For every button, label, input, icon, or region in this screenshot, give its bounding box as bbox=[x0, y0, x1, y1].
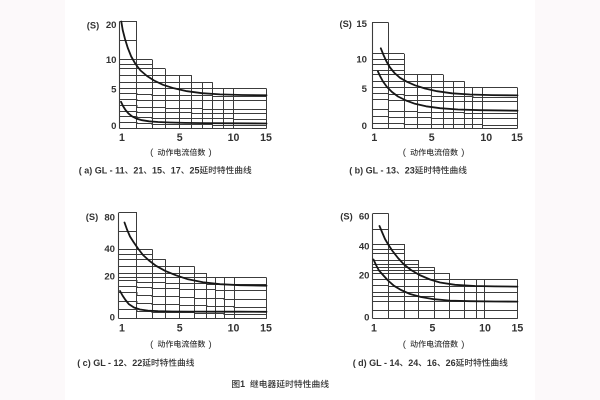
svg-text:23: 23 bbox=[405, 165, 415, 175]
svg-text:(S): (S) bbox=[87, 20, 99, 30]
svg-text:5: 5 bbox=[430, 322, 436, 334]
svg-text:20: 20 bbox=[104, 272, 115, 283]
svg-text:26: 26 bbox=[446, 358, 456, 368]
svg-text:1: 1 bbox=[371, 322, 377, 334]
svg-text:0: 0 bbox=[364, 312, 369, 323]
svg-text:0: 0 bbox=[111, 121, 116, 132]
svg-text:15: 15 bbox=[356, 19, 367, 30]
svg-text:5: 5 bbox=[177, 322, 183, 334]
svg-text:1: 1 bbox=[371, 132, 377, 144]
svg-text:15: 15 bbox=[260, 132, 272, 144]
svg-text:1: 1 bbox=[119, 322, 125, 334]
svg-text:(S): (S) bbox=[339, 19, 351, 29]
svg-text:10: 10 bbox=[479, 322, 491, 334]
svg-text:17: 17 bbox=[171, 165, 181, 175]
svg-text:40: 40 bbox=[359, 242, 370, 253]
svg-text:16: 16 bbox=[427, 358, 437, 368]
svg-text:0: 0 bbox=[362, 121, 367, 132]
svg-text:25: 25 bbox=[189, 165, 199, 175]
svg-text:10: 10 bbox=[228, 132, 240, 144]
svg-text:5: 5 bbox=[429, 132, 435, 144]
svg-text:20: 20 bbox=[106, 20, 117, 31]
svg-text:1: 1 bbox=[240, 379, 245, 389]
svg-text:60: 60 bbox=[359, 211, 370, 222]
svg-text:(: ( bbox=[403, 339, 407, 350]
svg-text:15: 15 bbox=[511, 132, 523, 144]
svg-text:): ) bbox=[209, 339, 212, 350]
svg-text:10: 10 bbox=[356, 55, 367, 66]
svg-text:15: 15 bbox=[512, 322, 524, 334]
svg-text:24: 24 bbox=[408, 358, 418, 368]
svg-text:): ) bbox=[209, 147, 212, 158]
svg-text:): ) bbox=[461, 339, 464, 350]
svg-text:(: ( bbox=[403, 147, 407, 158]
svg-text:21: 21 bbox=[133, 165, 143, 175]
svg-text:( a) GL - 11: ( a) GL - 11 bbox=[79, 165, 125, 175]
svg-text:80: 80 bbox=[104, 212, 115, 223]
svg-text:(: ( bbox=[150, 147, 154, 158]
svg-text:20: 20 bbox=[359, 271, 370, 282]
svg-text:10: 10 bbox=[228, 322, 240, 334]
svg-text:(: ( bbox=[150, 339, 154, 350]
svg-text:( d) GL - 14: ( d) GL - 14 bbox=[353, 358, 400, 368]
svg-text:10: 10 bbox=[106, 55, 117, 66]
svg-text:22: 22 bbox=[132, 358, 142, 368]
svg-text:15: 15 bbox=[260, 322, 272, 334]
svg-text:): ) bbox=[461, 147, 464, 158]
svg-text:40: 40 bbox=[104, 244, 115, 255]
svg-text:0: 0 bbox=[110, 313, 115, 324]
svg-text:1: 1 bbox=[119, 132, 125, 144]
svg-text:15: 15 bbox=[152, 165, 162, 175]
svg-text:5: 5 bbox=[111, 84, 117, 95]
svg-text:5: 5 bbox=[362, 84, 368, 95]
svg-text:10: 10 bbox=[480, 132, 492, 144]
svg-text:( c) GL - 12: ( c) GL - 12 bbox=[77, 358, 123, 368]
svg-text:(S): (S) bbox=[340, 211, 352, 221]
svg-text:5: 5 bbox=[177, 132, 183, 144]
svg-text:( b) GL - 13: ( b) GL - 13 bbox=[349, 165, 396, 175]
svg-text:(S): (S) bbox=[86, 212, 98, 222]
